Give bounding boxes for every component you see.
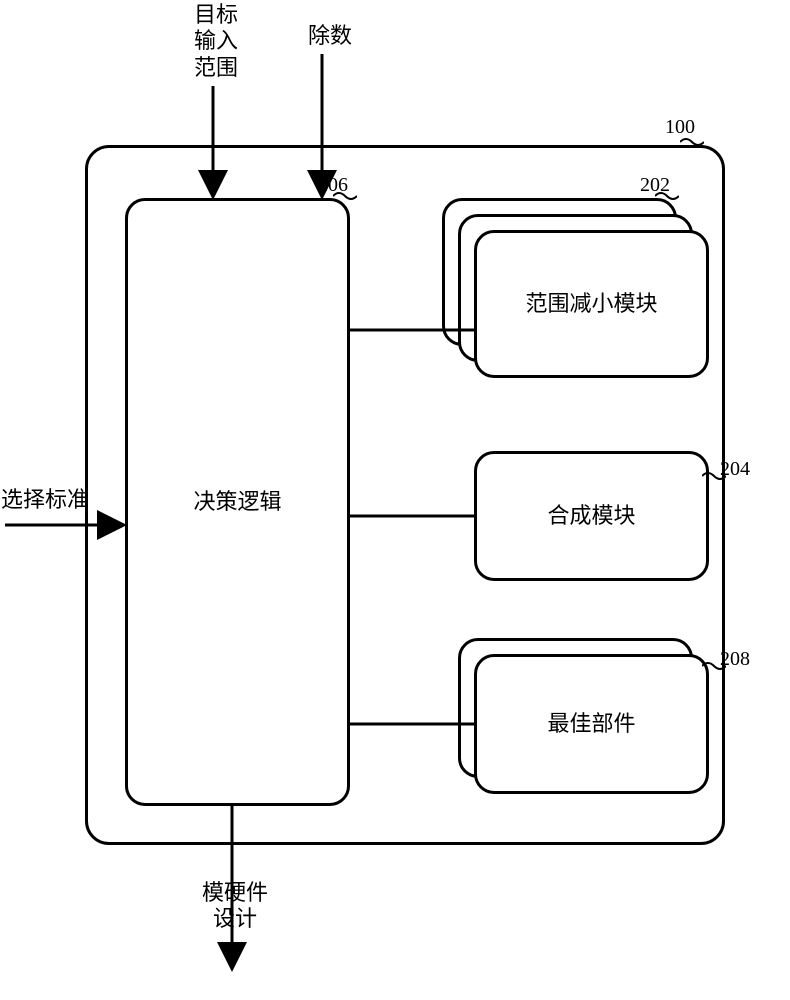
decision-logic-box: 决策逻辑 <box>125 198 350 806</box>
best-label: 最佳部件 <box>547 711 635 737</box>
synth-label: 合成模块 <box>547 503 635 529</box>
range-reduce-label: 范围减小模块 <box>525 291 657 317</box>
label-target-input-range: 目标 输入 范围 <box>186 2 246 81</box>
tick-100 <box>680 136 704 152</box>
tick-202 <box>655 190 679 206</box>
tick-206 <box>333 190 357 206</box>
label-select-criteria: 选择标准 <box>0 487 90 513</box>
tick-208 <box>702 660 726 676</box>
label-divisor: 除数 <box>300 23 360 49</box>
label-output: 模硬件 设计 <box>195 880 275 933</box>
synth-box: 合成模块 <box>474 451 709 581</box>
tick-204 <box>702 470 726 486</box>
decision-logic-label: 决策逻辑 <box>193 489 281 515</box>
range-reduce-box-1: 范围减小模块 <box>474 230 709 378</box>
best-box-1: 最佳部件 <box>474 654 709 794</box>
